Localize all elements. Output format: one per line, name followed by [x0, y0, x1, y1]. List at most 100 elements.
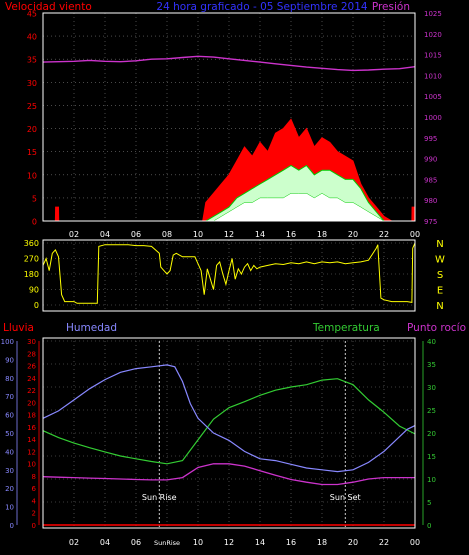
rain-tick-label: 24 — [27, 375, 36, 383]
wind-frame — [42, 12, 416, 222]
compass-label: S — [437, 270, 443, 281]
direction-ticks: 0 90 180 270 360 — [24, 239, 39, 310]
wind-time-ticks: 02 04 06 08 10 12 14 16 18 20 22 00 — [69, 230, 420, 239]
wind-time-tick-label: 18 — [317, 230, 327, 239]
rain-tick-label: 6 — [32, 485, 37, 493]
rain-tick-label: 18 — [27, 412, 36, 420]
wind-speed-axis-label: Velocidad viento — [5, 1, 92, 13]
chart-title: 24 hora graficado - 05 Septiembre 2014 — [156, 1, 367, 13]
temperature-time-tick-label: 06 — [131, 538, 141, 547]
temperature-time-tick-label: 20 — [348, 538, 358, 547]
wind-speed-tick-label: 5 — [32, 194, 37, 203]
pressure-tick-label: 1015 — [424, 52, 442, 60]
compass-label: W — [435, 255, 445, 266]
rain-tick-label: 20 — [27, 399, 36, 407]
compass-label: N — [436, 239, 443, 250]
wind-time-tick-label: 04 — [100, 230, 110, 239]
wind-time-tick-label: 20 — [348, 230, 358, 239]
direction-tick-label: 360 — [24, 239, 39, 248]
temperature-time-tick-label: 22 — [379, 538, 389, 547]
temperature-time-tick-label: 10 — [193, 538, 203, 547]
rain-tick-label: 12 — [27, 448, 36, 456]
wind-time-tick-label: 02 — [69, 230, 79, 239]
sun-rise-label: Sun Rise — [142, 493, 177, 502]
sun-markers: Sun Rise Sun Set — [142, 341, 361, 528]
humidity-ticks: 0 10 20 30 40 50 60 70 80 90 100 — [1, 338, 18, 530]
direction-tick-label: 90 — [29, 286, 39, 295]
direction-tick-label: 0 — [34, 301, 39, 310]
dewpoint-line — [42, 463, 415, 486]
pressure-tick-label: 1005 — [424, 93, 442, 101]
humidity-tick-label: 40 — [5, 448, 14, 456]
temperature-tick-label: 5 — [427, 499, 431, 507]
rain-tick-label: 22 — [27, 387, 36, 395]
humidity-tick-label: 30 — [5, 467, 14, 475]
temperature-time-tick-label: SunRise — [154, 539, 180, 547]
humidity-line — [42, 364, 416, 473]
wind-speed-tick-label: 30 — [27, 79, 37, 88]
temperature-time-tick-label: 16 — [286, 538, 296, 547]
rain-tick-label: 26 — [27, 363, 36, 371]
temperature-tick-label: 35 — [427, 361, 436, 369]
rain-tick-label: 30 — [27, 338, 36, 346]
temperature-line — [42, 378, 416, 465]
rain-tick-label: 4 — [32, 497, 37, 505]
wind-low-area — [43, 193, 415, 222]
humidity-axis-label: Humedad — [66, 322, 117, 334]
temperature-panel: Lluvia Humedad Temperatura Punto rocío S… — [1, 322, 466, 547]
humidity-tick-label: 100 — [1, 338, 14, 346]
wind-speed-tick-label: 40 — [27, 33, 37, 42]
temperature-axis-label: Temperatura — [312, 322, 380, 334]
dewpoint-axis-label: Punto rocío — [407, 322, 466, 334]
humidity-tick-label: 90 — [5, 356, 14, 364]
direction-series — [42, 242, 416, 304]
pressure-tick-label: 1020 — [424, 31, 442, 39]
wind-speed-tick-label: 20 — [27, 125, 37, 134]
wind-direction-line — [42, 242, 416, 304]
temperature-frame — [42, 337, 416, 529]
humidity-tick-label: 70 — [5, 393, 14, 401]
pressure-tick-label: 985 — [424, 176, 437, 184]
wind-time-tick-label: 00 — [410, 230, 420, 239]
direction-frame — [42, 239, 416, 312]
wind-speed-ticks: 0 5 10 15 20 25 30 35 40 45 — [27, 10, 37, 227]
humidity-tick-label: 20 — [5, 485, 14, 493]
pressure-tick-label: 1025 — [424, 10, 442, 18]
temperature-time-tick-label: 18 — [317, 538, 327, 547]
wind-speed-tick-label: 10 — [27, 171, 37, 180]
rain-axis-label: Lluvia — [3, 322, 34, 334]
pressure-tick-label: 980 — [424, 197, 437, 205]
wind-time-tick-label: 22 — [379, 230, 389, 239]
wind-time-tick-label: 10 — [193, 230, 203, 239]
rain-tick-label: 2 — [32, 510, 36, 518]
rain-tick-label: 10 — [27, 461, 36, 469]
pressure-tick-label: 995 — [424, 135, 437, 143]
pressure-line — [42, 55, 416, 72]
temperature-tick-label: 20 — [427, 430, 436, 438]
temperature-time-ticks: 02 04 06 SunRise 10 12 14 16 18 20 22 00 — [69, 538, 420, 547]
compass-label: N — [436, 301, 443, 312]
temperature-time-tick-label: 02 — [69, 538, 79, 547]
temperature-time-tick-label: 04 — [100, 538, 110, 547]
pressure-tick-label: 975 — [424, 218, 437, 226]
wind-time-tick-label: 14 — [255, 230, 265, 239]
direction-tick-label: 180 — [24, 270, 39, 279]
direction-tick-label: 270 — [24, 255, 39, 264]
temperature-tick-label: 0 — [427, 522, 431, 530]
rain-tick-label: 14 — [27, 436, 36, 444]
rain-tick-label: 0 — [32, 522, 36, 530]
humidity-tick-label: 10 — [5, 504, 14, 512]
humidity-tick-label: 50 — [5, 430, 14, 438]
humidity-tick-label: 80 — [5, 375, 14, 383]
wind-speed-tick-label: 25 — [27, 102, 37, 111]
compass-label: E — [437, 286, 443, 297]
wind-speed-tick-label: 15 — [27, 148, 37, 157]
temperature-time-tick-label: 00 — [410, 538, 420, 547]
temperature-time-tick-label: 14 — [255, 538, 265, 547]
pressure-tick-label: 1010 — [424, 72, 442, 80]
temperature-tick-label: 25 — [427, 407, 436, 415]
